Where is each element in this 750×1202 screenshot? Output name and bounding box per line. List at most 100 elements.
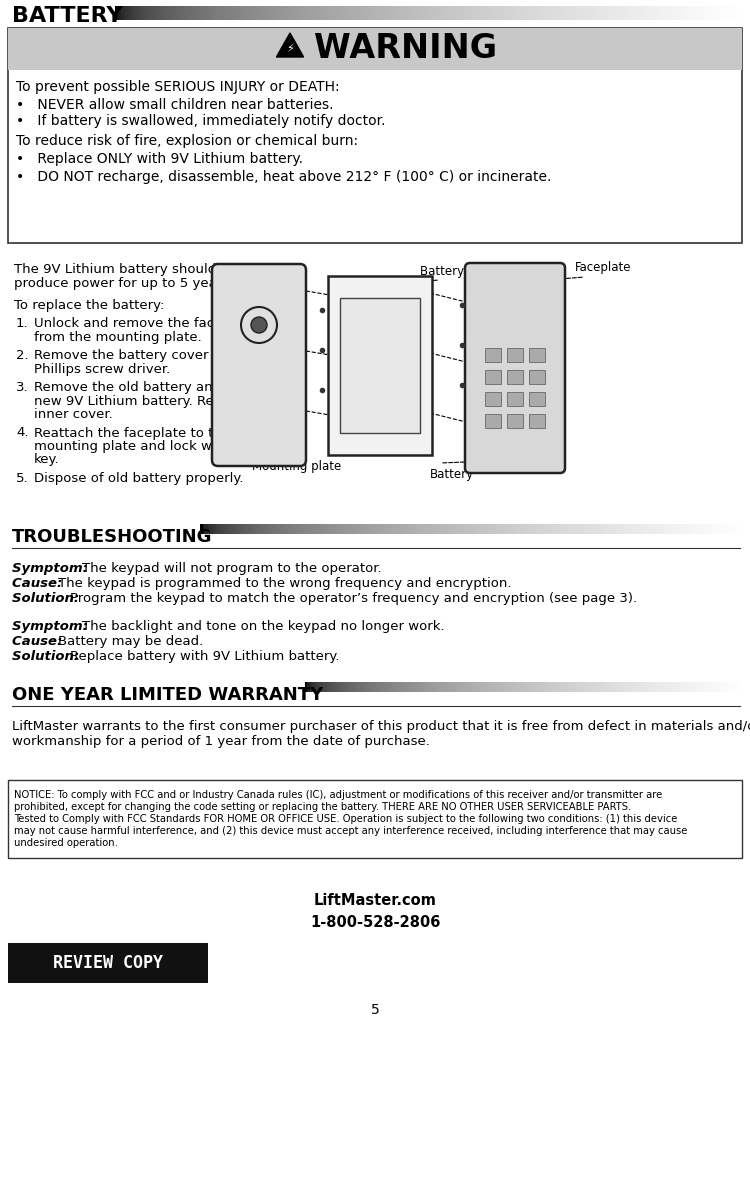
Bar (544, 524, 548, 534)
Bar (370, 6, 372, 20)
Bar (308, 6, 310, 20)
Bar (439, 524, 442, 534)
Bar (519, 682, 521, 692)
Bar (371, 524, 374, 534)
Text: The 9V Lithium battery should: The 9V Lithium battery should (14, 263, 216, 276)
Bar (446, 6, 447, 20)
Bar (178, 6, 180, 20)
Bar (182, 6, 184, 20)
Bar (672, 524, 675, 534)
Bar (458, 524, 460, 534)
Bar (621, 682, 623, 692)
Bar (326, 6, 328, 20)
Bar (626, 524, 628, 534)
Bar (260, 524, 262, 534)
Bar (398, 682, 400, 692)
Bar (635, 6, 638, 20)
Bar (446, 682, 448, 692)
Bar (565, 6, 566, 20)
Bar (725, 6, 728, 20)
Bar (538, 682, 541, 692)
Bar (671, 6, 673, 20)
Bar (489, 6, 491, 20)
Bar (329, 682, 332, 692)
Bar (344, 524, 346, 534)
Bar (645, 682, 648, 692)
Bar (702, 524, 705, 534)
FancyBboxPatch shape (328, 276, 432, 456)
Bar (583, 524, 585, 534)
Bar (115, 6, 117, 20)
Bar (368, 682, 370, 692)
Bar (587, 6, 590, 20)
Bar (464, 6, 466, 20)
Bar (593, 524, 596, 534)
Bar (562, 682, 565, 692)
Bar (433, 682, 436, 692)
Bar (378, 682, 380, 692)
Bar (289, 6, 290, 20)
Bar (550, 6, 552, 20)
Bar (395, 6, 398, 20)
Bar (531, 6, 533, 20)
Bar (290, 6, 292, 20)
Bar (387, 524, 390, 534)
Bar (303, 524, 306, 534)
Bar (460, 6, 462, 20)
Bar (430, 6, 433, 20)
Bar (364, 6, 366, 20)
Bar (662, 524, 664, 534)
Bar (572, 524, 574, 534)
Bar (272, 6, 274, 20)
Text: Unlock and remove the faceplate: Unlock and remove the faceplate (34, 317, 256, 331)
Polygon shape (277, 32, 304, 56)
Bar (295, 6, 297, 20)
Bar (236, 6, 238, 20)
Bar (715, 6, 717, 20)
Bar (491, 6, 494, 20)
Bar (172, 6, 173, 20)
Bar (146, 6, 148, 20)
Text: Remove the old battery and install: Remove the old battery and install (34, 381, 266, 394)
Bar (711, 682, 713, 692)
Bar (433, 6, 435, 20)
Bar (320, 524, 322, 534)
Bar (468, 682, 470, 692)
Bar (222, 524, 224, 534)
Bar (692, 682, 694, 692)
Text: BATTERY: BATTERY (12, 6, 122, 26)
Bar (327, 682, 329, 692)
FancyBboxPatch shape (465, 263, 565, 474)
Bar (697, 524, 699, 534)
Bar (608, 6, 610, 20)
Bar (738, 6, 740, 20)
Bar (562, 6, 565, 20)
Bar (529, 413, 545, 428)
Bar (616, 6, 619, 20)
Bar (255, 6, 257, 20)
Bar (202, 6, 205, 20)
Bar (475, 682, 478, 692)
Bar (236, 524, 238, 534)
Bar (253, 6, 255, 20)
Bar (524, 682, 526, 692)
Bar (517, 682, 519, 692)
Bar (399, 6, 401, 20)
Bar (485, 370, 501, 383)
Bar (234, 6, 236, 20)
Bar (594, 682, 596, 692)
Bar (460, 524, 464, 534)
Bar (594, 6, 596, 20)
Bar (273, 524, 276, 534)
Text: 4.: 4. (16, 427, 28, 440)
Bar (614, 6, 616, 20)
Bar (542, 524, 544, 534)
Bar (598, 6, 600, 20)
Bar (346, 682, 349, 692)
Bar (388, 6, 391, 20)
Bar (433, 524, 436, 534)
Bar (602, 524, 604, 534)
Bar (560, 6, 562, 20)
Bar (585, 6, 587, 20)
Bar (328, 6, 330, 20)
